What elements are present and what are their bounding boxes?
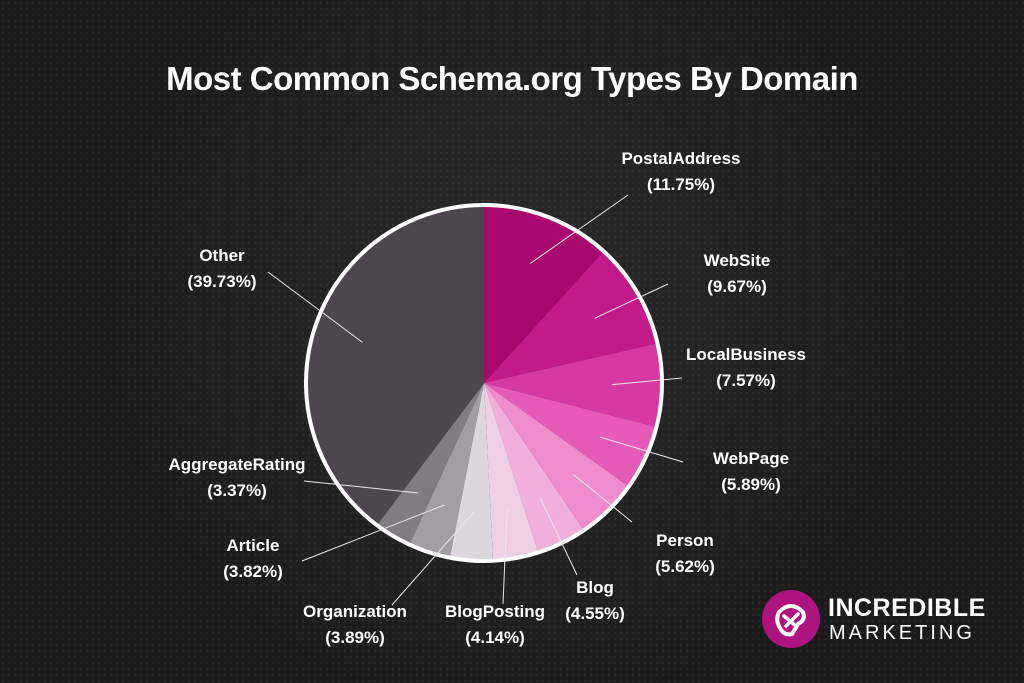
- pie-slice-organization: [449, 383, 494, 561]
- chart-title: Most Common Schema.org Types By Domain: [166, 60, 858, 97]
- slice-value-blog: (4.55%): [565, 604, 625, 623]
- pie-slices: [304, 203, 664, 563]
- slice-value-localbusiness: (7.57%): [716, 371, 776, 390]
- slice-value-other: (39.73%): [188, 272, 257, 291]
- slice-label-localbusiness: LocalBusiness: [686, 345, 806, 364]
- slice-value-webpage: (5.89%): [721, 475, 781, 494]
- slice-labels: PostalAddress (11.75%) WebSite (9.67%) Local…: [169, 149, 806, 647]
- brand-logo: INCREDIBLE MARKETING: [762, 590, 1002, 650]
- slice-value-person: (5.62%): [655, 557, 715, 576]
- leader-line-article: [301, 504, 445, 562]
- slice-value-article: (3.82%): [223, 562, 283, 581]
- slice-label-organization: Organization: [303, 602, 407, 621]
- leader-line-blog: [539, 497, 578, 576]
- leader-line-organization: [391, 510, 476, 606]
- logo-mark-icon: [775, 604, 806, 637]
- pie-slice-article: [409, 383, 484, 558]
- slice-value-postaladdress: (11.75%): [647, 175, 715, 194]
- slice-label-postaladdress: PostalAddress: [621, 149, 740, 168]
- slice-value-aggregaterating: (3.37%): [207, 481, 267, 500]
- leader-lines: [267, 194, 684, 606]
- pie-slice-blogposting: [484, 383, 539, 561]
- pie-slice-other: [305, 205, 484, 526]
- slice-value-website: (9.67%): [707, 277, 767, 296]
- pie-slice-website: [484, 251, 658, 383]
- logo-badge: [762, 590, 820, 648]
- pie-slice-webpage: [484, 383, 657, 487]
- leader-line-person: [573, 474, 633, 523]
- leader-line-website: [594, 283, 669, 319]
- leader-line-postaladdress: [529, 194, 629, 264]
- leader-line-aggregaterating: [303, 480, 419, 494]
- slice-label-webpage: WebPage: [713, 449, 789, 468]
- slice-value-organization: (3.89%): [325, 628, 385, 647]
- pie-slice-postaladdress: [484, 205, 604, 383]
- slice-label-website: WebSite: [704, 251, 771, 270]
- logo-text-line1: INCREDIBLE: [828, 594, 986, 622]
- slice-label-blog: Blog: [576, 578, 614, 597]
- pie-outline: [304, 203, 664, 563]
- slice-label-blogposting: BlogPosting: [445, 602, 545, 621]
- pie-slice-aggregaterating: [376, 383, 484, 545]
- slice-label-article: Article: [227, 536, 280, 555]
- pie-slice-localbusiness: [484, 343, 663, 428]
- logo-text-line2: MARKETING: [829, 622, 975, 644]
- leader-line-localbusiness: [612, 377, 683, 386]
- pie-slice-person: [484, 383, 629, 531]
- slice-label-aggregaterating: AggregateRating: [169, 455, 306, 474]
- slice-label-other: Other: [199, 246, 245, 265]
- pie-slice-blog: [484, 383, 585, 553]
- leader-line-other: [267, 271, 363, 343]
- slice-label-person: Person: [656, 531, 714, 550]
- slice-value-blogposting: (4.14%): [465, 628, 525, 647]
- leader-line-webpage: [600, 436, 684, 463]
- leader-line-blogposting: [502, 509, 508, 605]
